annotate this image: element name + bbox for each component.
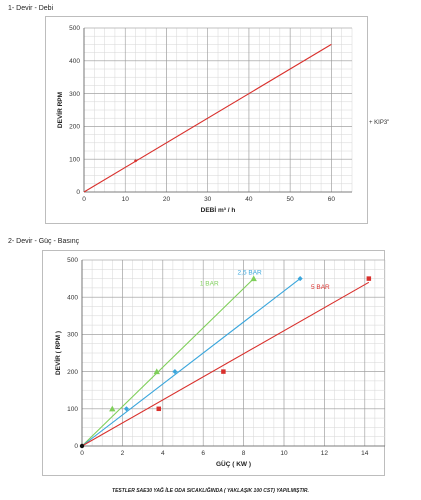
chart2-series-label-1-bar: 1 BAR bbox=[200, 280, 219, 287]
footnote: TESTLER SAE30 YAĞ İLE ODA SICAKLIĞINDA (… bbox=[112, 488, 309, 494]
chart2-y-tick-label: 400 bbox=[67, 294, 78, 301]
chart2-series-line-2-5-bar bbox=[81, 278, 301, 447]
chart2-series-label-5-bar: 5 BAR bbox=[311, 284, 330, 291]
chart2-data-point-1-bar bbox=[250, 275, 257, 282]
chart1-x-tick-label: 20 bbox=[163, 196, 171, 203]
chart1-x-tick-label: 60 bbox=[328, 196, 336, 203]
chart1-x-tick-label: 30 bbox=[204, 196, 212, 203]
chart2-y-tick-label: 0 bbox=[74, 443, 78, 450]
chart2-data-point-1-bar bbox=[109, 405, 116, 412]
chart1-y-tick-label: 200 bbox=[69, 124, 80, 131]
chart2-x-tick-label: 12 bbox=[321, 450, 329, 457]
chart2-x-tick-label: 2 bbox=[121, 450, 125, 457]
chart2-data-point-1-bar bbox=[153, 368, 160, 375]
chart2-x-tick-label: 8 bbox=[242, 450, 246, 457]
chart1-y-axis-title: DEVİR RPM bbox=[56, 92, 64, 128]
chart2-y-tick-label: 300 bbox=[67, 332, 78, 339]
chart2-x-axis-title: GÜÇ ( KW ) bbox=[216, 459, 251, 468]
chart2-series-line-5-bar bbox=[81, 281, 370, 447]
chart2-data-point-5-bar bbox=[156, 406, 161, 412]
chart2-y-tick-label: 100 bbox=[67, 406, 78, 413]
chart2-origin-point bbox=[79, 443, 85, 449]
chart2-data-point-2-5-bar bbox=[297, 276, 303, 282]
chart2-x-tick-label: 14 bbox=[361, 450, 369, 457]
chart1-frame bbox=[45, 16, 368, 224]
chart2-x-tick-label: 4 bbox=[161, 450, 165, 457]
chart1-x-tick-label: 0 bbox=[82, 196, 86, 203]
chart1-x-tick-label: 50 bbox=[287, 196, 295, 203]
chart2-series-label-2-5-bar: 2,5 BAR bbox=[238, 270, 263, 277]
chart2-data-point-5-bar bbox=[221, 369, 226, 374]
chart2-x-tick-label: 0 bbox=[80, 450, 84, 457]
chart2-data-point-2-5-bar bbox=[123, 406, 129, 412]
chart1-x-tick-label: 10 bbox=[122, 196, 130, 203]
chart2-y-tick-label: 200 bbox=[67, 369, 78, 376]
chart2-series-line-1-bar bbox=[81, 278, 255, 447]
side-note: + KIP3" bbox=[369, 120, 390, 126]
chart1-y-tick-label: 0 bbox=[76, 189, 80, 196]
chart1-x-tick-label: 40 bbox=[245, 196, 253, 203]
chart2-data-point-2-5-bar bbox=[172, 369, 178, 375]
chart2-section-title: 2- Devir - Güç - Basınç bbox=[8, 238, 80, 245]
chart2-data-point-5-bar bbox=[366, 276, 372, 281]
chart1-y-tick-label: 300 bbox=[69, 91, 80, 98]
chart2-y-axis-title: DEVİR ( RPM ) bbox=[54, 331, 62, 375]
chart2-x-tick-label: 10 bbox=[280, 450, 288, 457]
chart1-y-tick-label: 500 bbox=[69, 25, 80, 32]
chart1-data-point bbox=[134, 159, 137, 163]
chart1-section-title: 1- Devir - Debi bbox=[8, 5, 54, 12]
chart1-y-tick-label: 100 bbox=[69, 156, 80, 163]
chart2-y-tick-label: 500 bbox=[67, 257, 78, 264]
chart1-series-line bbox=[83, 43, 332, 193]
chart2-x-tick-label: 6 bbox=[201, 450, 205, 457]
chart1-y-tick-label: 400 bbox=[69, 58, 80, 65]
chart1-x-axis-title: DEBİ m³ / h bbox=[201, 206, 236, 214]
